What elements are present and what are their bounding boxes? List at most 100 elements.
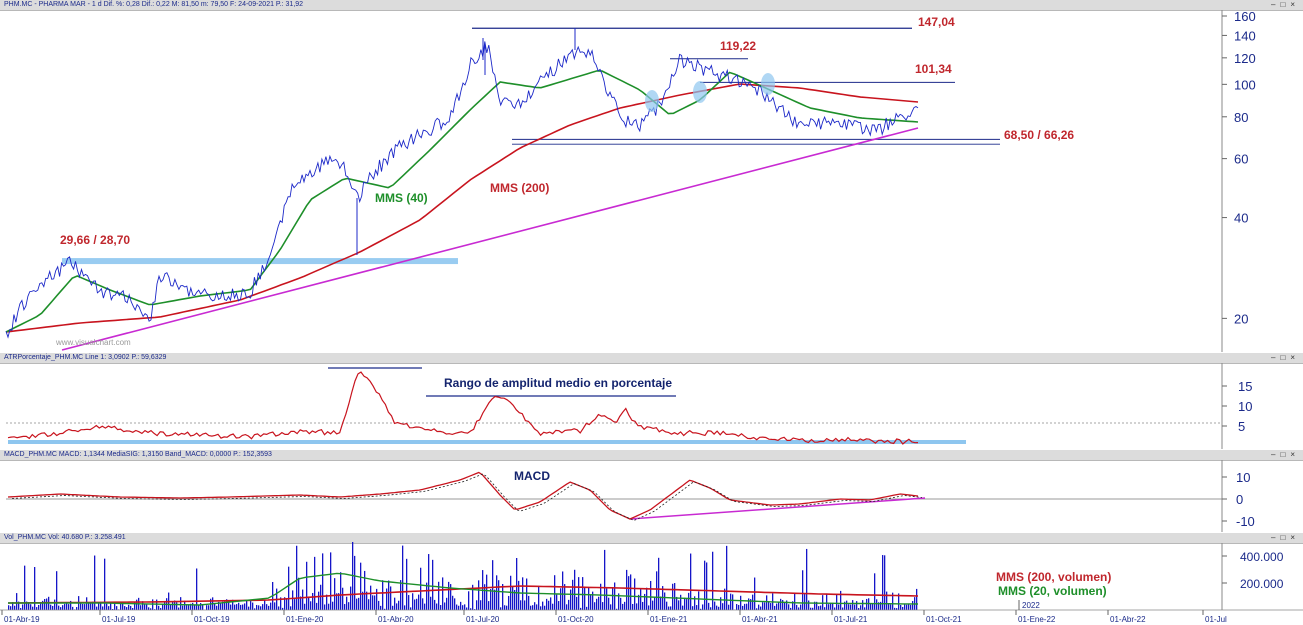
volume-bar — [164, 602, 166, 610]
volume-bar — [150, 608, 152, 610]
trend-line — [61, 127, 919, 351]
volume-bar — [458, 605, 460, 610]
volume-chart: 200.000 400.000 MMS (200, volumen)MMS (20,… — [0, 542, 1303, 624]
volume-bar — [852, 600, 854, 610]
volume-bar — [690, 553, 692, 610]
volume-bar — [100, 601, 102, 610]
panel-window-controls[interactable]: –□× — [1271, 450, 1300, 459]
volume-bar — [500, 607, 502, 610]
volume-bar — [288, 566, 290, 610]
volume-bar — [398, 600, 400, 610]
volume-bar — [330, 552, 332, 610]
volume-bar — [334, 578, 336, 610]
volume-bar — [888, 603, 890, 610]
volume-bar — [668, 606, 670, 610]
volume-bar — [750, 599, 752, 610]
volume-bar — [538, 585, 540, 610]
volume-bar — [832, 602, 834, 610]
volume-bar — [804, 594, 806, 610]
volume-bar — [908, 603, 910, 610]
volume-bar — [824, 607, 826, 610]
macd-trend-line — [629, 497, 926, 520]
volume-bar — [648, 605, 650, 610]
volume-bar — [636, 603, 638, 610]
volume-bar — [632, 603, 634, 610]
volume-bar — [280, 597, 282, 610]
volume-bar — [260, 606, 262, 610]
volume-bar — [578, 577, 580, 610]
volume-bar — [714, 601, 716, 610]
volume-bar — [110, 603, 112, 610]
volume-bar — [560, 588, 562, 610]
volume-bar — [870, 603, 872, 610]
volume-bar — [858, 608, 860, 610]
volume-bar — [128, 604, 130, 610]
volume-bar — [444, 602, 446, 610]
macd-title: MACD — [514, 469, 550, 483]
volume-bar — [698, 591, 700, 610]
volume-bar — [872, 603, 874, 610]
volume-bar — [862, 600, 864, 610]
volume-bar — [158, 605, 160, 610]
volume-bar — [234, 604, 236, 610]
volume-bar — [800, 604, 802, 610]
volume-bar — [840, 590, 842, 610]
volume-bar — [850, 604, 852, 610]
volume-bar — [860, 605, 862, 610]
volume-bar — [374, 595, 376, 610]
volume-bar — [462, 605, 464, 610]
panel-window-controls[interactable]: –□× — [1271, 353, 1300, 362]
volume-bar — [36, 607, 38, 610]
date-label: 01-Jul — [1205, 615, 1227, 624]
volume-bar — [310, 601, 312, 610]
macd-panel-header: MACD_PHM.MC MACD: 1,1344 MediaSIG: 1,315… — [0, 450, 1303, 461]
volume-bar — [136, 599, 138, 610]
volume-bar — [16, 593, 18, 610]
volume-bar — [600, 583, 602, 610]
vol-mms20-legend: MMS (20, volumen) — [998, 584, 1107, 598]
volume-bar — [890, 604, 892, 610]
price-y-tick-label: 140 — [1234, 28, 1256, 43]
volume-bar — [580, 607, 582, 610]
volume-bar — [10, 606, 12, 610]
volume-bar — [76, 607, 78, 610]
volume-bar — [340, 572, 342, 610]
macd-header-text: MACD_PHM.MC MACD: 1,1344 MediaSIG: 1,315… — [4, 451, 272, 458]
volume-bar — [466, 607, 468, 610]
volume-bar — [464, 604, 466, 610]
volume-bar — [356, 598, 358, 610]
mms40-line — [5, 70, 919, 333]
panel-window-controls[interactable]: –□× — [1271, 533, 1300, 542]
date-label: 01-Ene-20 — [286, 615, 324, 624]
volume-bar — [756, 608, 758, 610]
volume-bar — [702, 604, 704, 610]
date-label: 01-Jul-21 — [834, 615, 868, 624]
volume-bar — [834, 607, 836, 610]
volume-bar — [90, 603, 92, 610]
volume-bar — [132, 608, 134, 610]
volume-bar — [228, 602, 230, 610]
macd-chart: -10 0 10 MACD — [6, 460, 1255, 532]
volume-bar — [14, 605, 16, 610]
volume-bar — [370, 585, 372, 610]
volume-bar — [248, 606, 250, 610]
volume-bar — [700, 608, 702, 610]
volume-bar — [436, 603, 438, 610]
level-label-147: 147,04 — [918, 15, 955, 29]
volume-bar — [392, 605, 394, 610]
atr-y-tick-label: 10 — [1238, 399, 1252, 414]
volume-bar — [548, 600, 550, 610]
panel-window-controls[interactable]: –□× — [1271, 0, 1300, 9]
volume-bar — [676, 596, 678, 610]
volume-bar — [752, 594, 754, 610]
volume-bar — [32, 606, 34, 610]
volume-bar — [278, 606, 280, 610]
volume-bar — [598, 596, 600, 610]
volume-bar — [250, 601, 252, 610]
volume-bar — [282, 607, 284, 610]
volume-bar — [296, 545, 298, 610]
year-marker: 2022 — [1022, 601, 1040, 610]
volume-bar — [26, 601, 28, 610]
volume-bar — [372, 595, 374, 610]
atr-chart: 5 10 15 Rango de amplitud medio en porcenta… — [6, 363, 1252, 449]
